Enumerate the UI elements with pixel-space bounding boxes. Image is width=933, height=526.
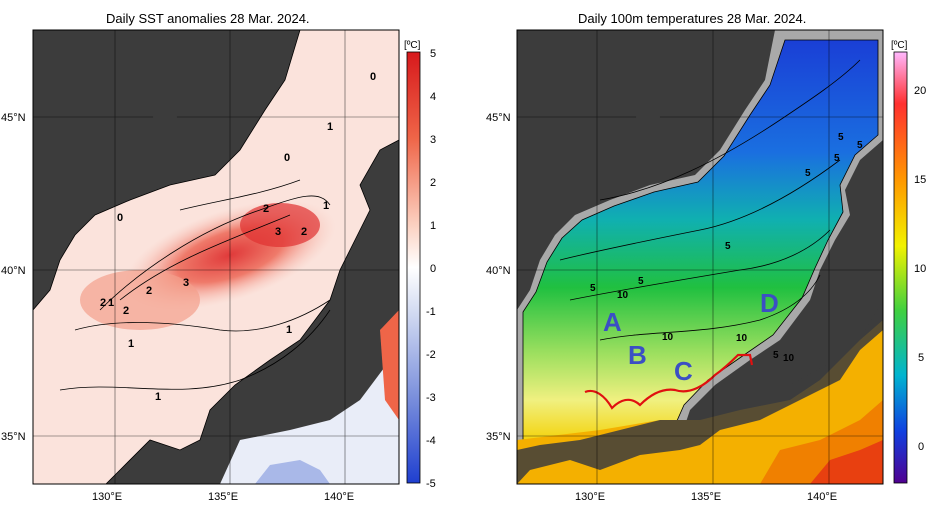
- region-label-a: A: [603, 307, 622, 337]
- left-colorbar-tick: -4: [426, 435, 436, 447]
- left-contour-labels: 0 1 0 2 1 3 2 0 3 2 2 1 2 1 1 1: [100, 71, 376, 403]
- left-colorbar-tick: -3: [426, 392, 436, 404]
- lon-label: 135°E: [691, 491, 721, 503]
- right-map-frame: [516, 29, 884, 485]
- region-label-b: B: [628, 340, 647, 370]
- left-island: [153, 107, 177, 127]
- right-contour-label: 10: [736, 333, 748, 344]
- lat-label: 45°N: [486, 112, 511, 124]
- right-contour-label: 10: [662, 332, 674, 343]
- region-label-c: C: [674, 356, 693, 386]
- left-contour-label: 3: [275, 226, 281, 238]
- right-colorbar-unit: [ºC]: [891, 40, 908, 51]
- right-colorbar-tick: 15: [914, 174, 926, 186]
- left-contour-label: 1: [128, 338, 134, 350]
- lat-label: 35°N: [1, 431, 26, 443]
- left-panel-title: Daily SST anomalies 28 Mar. 2024.: [106, 11, 310, 26]
- lat-label: 35°N: [486, 431, 511, 443]
- left-colorbar-tick: -1: [426, 306, 436, 318]
- left-contour-label: 1: [323, 200, 329, 212]
- left-contour-label: 1: [108, 297, 114, 309]
- right-contour-label: 5: [725, 241, 731, 252]
- left-contour-label: 2: [263, 203, 269, 215]
- left-contour-label: 2: [146, 285, 152, 297]
- region-labels: A B C D: [603, 288, 779, 386]
- right-contour-label: 5: [834, 153, 840, 164]
- right-colorbar: [ºC] 20 15 10 5 0: [891, 40, 926, 484]
- left-colorbar-unit: [ºC]: [404, 40, 421, 51]
- right-island: [636, 107, 660, 127]
- right-map: [517, 30, 883, 484]
- right-colorbar-tick: 0: [918, 441, 924, 453]
- lon-label: 130°E: [92, 491, 122, 503]
- left-contour-label: 1: [155, 391, 161, 403]
- left-colorbar-tick: 1: [430, 220, 436, 232]
- left-contour-label: 3: [183, 277, 189, 289]
- left-contour-label: 0: [117, 212, 123, 224]
- right-contour-label: 5: [773, 350, 779, 361]
- left-colorbar-tick: -5: [426, 478, 436, 490]
- left-colorbar-tick: -2: [426, 349, 436, 361]
- left-contour-label: 2: [100, 297, 106, 309]
- lon-label: 135°E: [208, 491, 238, 503]
- left-colorbar-tick: 2: [430, 177, 436, 189]
- left-colorbar-tick: 0: [430, 263, 436, 275]
- left-pacific: [220, 330, 399, 484]
- lon-label: 140°E: [807, 491, 837, 503]
- lat-label: 40°N: [486, 265, 511, 277]
- right-contour-label: 5: [857, 140, 863, 151]
- right-contour-label: 5: [638, 276, 644, 287]
- lat-label: 40°N: [1, 265, 26, 277]
- left-contour-label: 1: [327, 121, 333, 133]
- right-axis-labels: 45°N 40°N 35°N 130°E 135°E 140°E: [486, 112, 837, 503]
- right-colorbar-tick: 20: [914, 85, 926, 97]
- right-contour-label: 5: [590, 283, 596, 294]
- right-contour-label: 10: [617, 290, 629, 301]
- left-contour-label: 0: [284, 152, 290, 164]
- front-line: [584, 353, 754, 410]
- right-contour-labels: 5 5 5 5 5 5 5 5 10 10 10 10: [590, 132, 863, 364]
- left-contour-label: 2: [123, 305, 129, 317]
- lat-label: 45°N: [1, 112, 26, 124]
- left-colorbar: [ºC] 5 4 3 2 1 0 -1 -2 -3 -4 -5: [404, 40, 436, 490]
- left-contour-label: 1: [286, 324, 292, 336]
- left-map-frame: [32, 29, 400, 485]
- left-colorbar-tick: 5: [430, 48, 436, 60]
- left-colorbar-tick: 4: [430, 91, 436, 103]
- right-colorbar-tick: 10: [914, 263, 926, 275]
- region-label-d: D: [760, 288, 779, 318]
- left-colorbar-tick: 3: [430, 134, 436, 146]
- left-axis-labels: 45°N 40°N 35°N 130°E 135°E 140°E: [1, 112, 354, 503]
- right-colorbar-tick: 5: [918, 352, 924, 364]
- lon-label: 140°E: [324, 491, 354, 503]
- left-contour-label: 0: [370, 71, 376, 83]
- right-contour-label: 5: [838, 132, 844, 143]
- right-panel-title: Daily 100m temperatures 28 Mar. 2024.: [578, 11, 807, 26]
- left-contour-label: 2: [301, 226, 307, 238]
- right-contour-label: 10: [783, 353, 795, 364]
- right-contour-label: 5: [805, 168, 811, 179]
- lon-label: 130°E: [575, 491, 605, 503]
- left-map: [33, 30, 399, 484]
